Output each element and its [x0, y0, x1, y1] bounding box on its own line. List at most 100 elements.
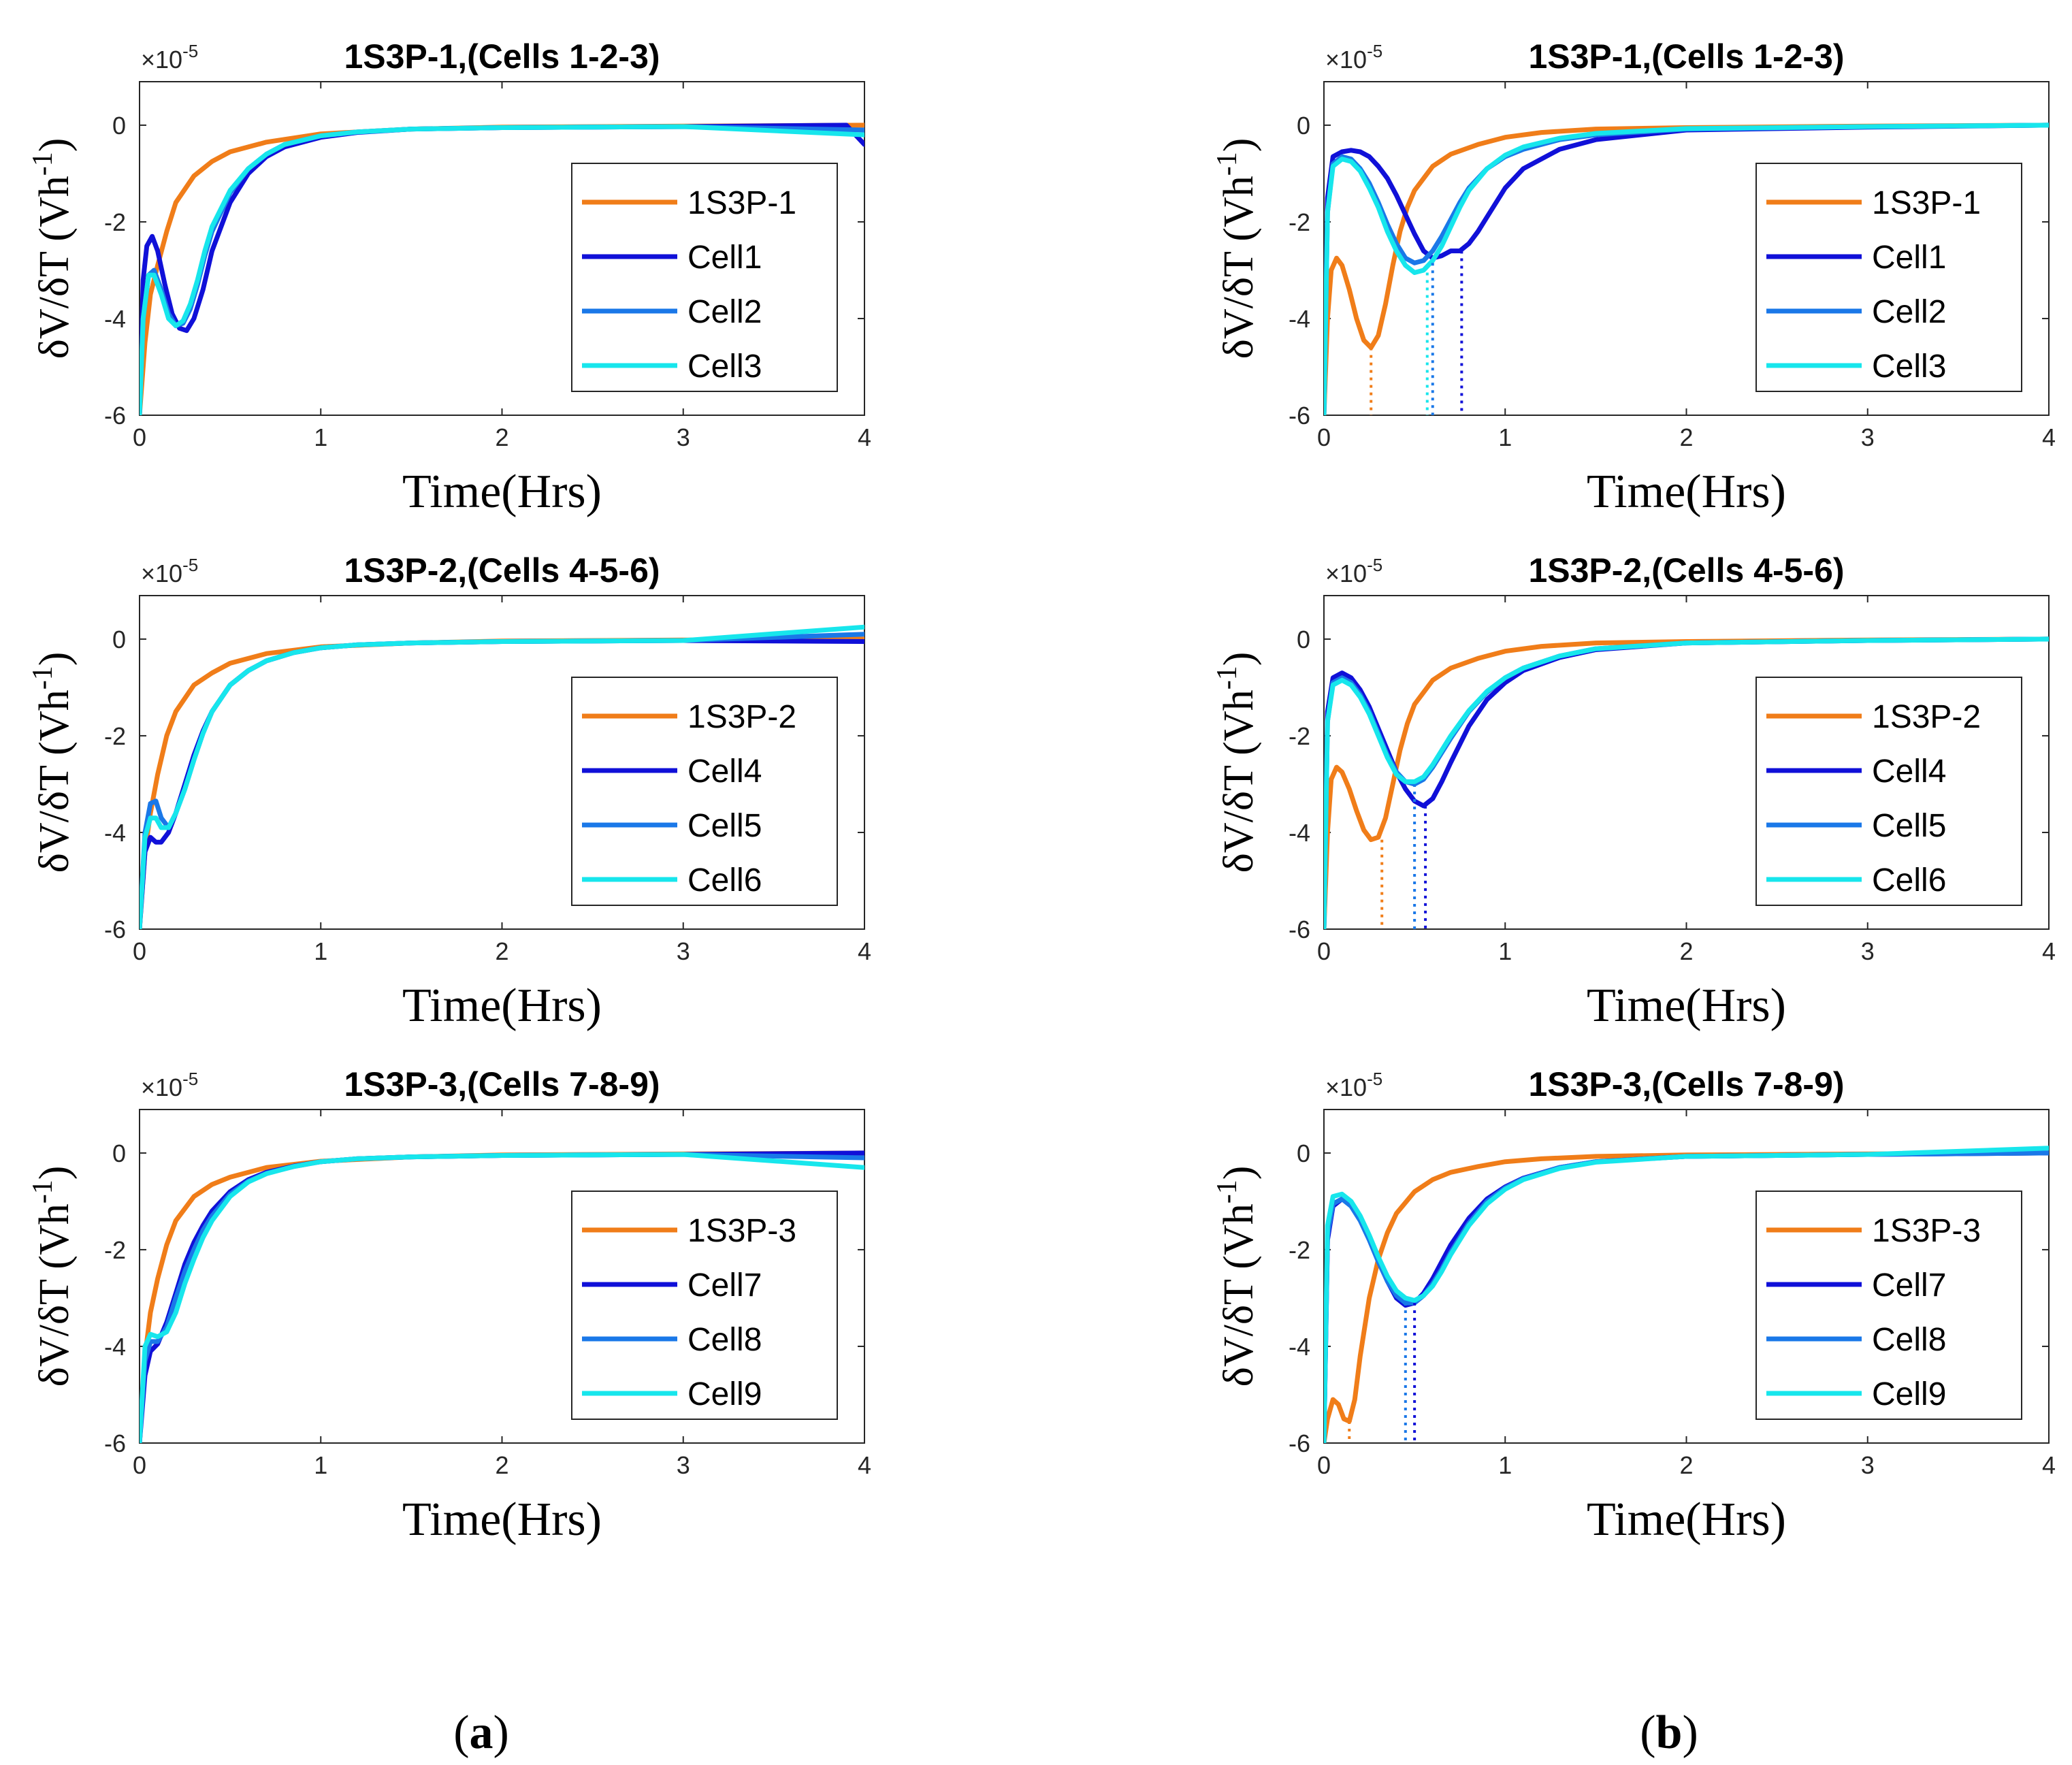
x-tick-label: 1 [1498, 937, 1512, 965]
legend-label: 1S3P-2 [687, 699, 796, 735]
x-tick-label: 2 [1679, 423, 1693, 451]
legend-label: Cell1 [687, 240, 762, 276]
y-exponent-label: ×10-5 [141, 555, 198, 587]
x-tick-label: 4 [2042, 423, 2056, 451]
legend-label: Cell7 [1872, 1267, 1946, 1303]
y-axis-label: δV/δT (Vh-1) [1212, 652, 1262, 873]
legend-label: 1S3P-2 [1872, 699, 1981, 735]
y-tick-label: -2 [104, 1236, 126, 1264]
legend: 1S3P-3 Cell7 Cell8 Cell9 [571, 1191, 838, 1420]
x-axis-label: Time(Hrs) [1587, 466, 1786, 518]
x-tick-label: 0 [133, 1451, 146, 1479]
x-tick-label: 0 [1317, 423, 1331, 451]
legend-label: Cell6 [687, 862, 762, 898]
x-tick-label: 3 [677, 1451, 690, 1479]
x-tick-label: 2 [495, 937, 508, 965]
chart-panel-4: 0 1 2 3 4 0 -2 -4 -6 ×10-5 1S3P-2,(Cells 4-5-6) Tim… [1212, 551, 2056, 1032]
y-tick-label: -4 [104, 305, 126, 333]
y-tick-label: -2 [104, 722, 126, 750]
y-axis-label: δV/δT (Vh-1) [27, 652, 78, 873]
y-tick-label: 0 [1297, 626, 1310, 653]
x-tick-label: 2 [1679, 1451, 1693, 1479]
series-group [1324, 1146, 2049, 1443]
x-tick-label: 4 [858, 937, 871, 965]
legend-label: 1S3P-1 [1872, 185, 1981, 221]
legend-label: Cell2 [1872, 294, 1946, 330]
y-tick-label: -4 [104, 1333, 126, 1361]
x-tick-label: 3 [1861, 937, 1875, 965]
chart-title: 1S3P-2,(Cells 4-5-6) [1528, 551, 1844, 589]
y-exponent-label: ×10-5 [141, 41, 198, 74]
y-tick-label: -6 [104, 402, 126, 430]
x-tick-label: 3 [677, 937, 690, 965]
chart-panel-3: 0 1 2 3 4 0 -2 -4 -6 ×10-5 1S3P-1,(Cells 1-2-3) Tim… [1212, 37, 2056, 518]
x-tick-label: 4 [858, 1451, 871, 1479]
y-tick-label: -2 [1289, 208, 1310, 236]
legend-label: Cell8 [687, 1322, 762, 1358]
x-tick-label: 4 [2042, 1451, 2056, 1479]
series-line-cell3 [140, 124, 864, 415]
x-tick-label: 1 [1498, 1451, 1512, 1479]
series-group [1324, 123, 2049, 415]
x-axis-label: Time(Hrs) [402, 466, 602, 518]
chart-title: 1S3P-1,(Cells 1-2-3) [1528, 37, 1844, 76]
legend-label: Cell8 [1872, 1322, 1946, 1358]
y-exponent-label: ×10-5 [1325, 555, 1382, 587]
x-tick-label: 0 [133, 423, 146, 451]
x-tick-label: 2 [1679, 937, 1693, 965]
series-group [140, 123, 864, 415]
y-tick-label: 0 [112, 1139, 126, 1167]
legend-label: 1S3P-3 [687, 1213, 796, 1249]
y-axis-label: δV/δT (Vh-1) [27, 138, 78, 359]
x-tick-label: 1 [314, 1451, 327, 1479]
y-tick-label: -6 [104, 916, 126, 943]
chart-panel-5: 0 1 2 3 4 0 -2 -4 -6 ×10-5 1S3P-3,(Cells 7-8-9) Tim… [1212, 1065, 2056, 1546]
legend-label: 1S3P-1 [687, 185, 796, 221]
x-tick-label: 0 [133, 937, 146, 965]
series-line-cell9 [1324, 1146, 2049, 1443]
legend-label: Cell9 [1872, 1376, 1946, 1412]
legend-label: Cell3 [687, 349, 762, 385]
legend-label: Cell2 [687, 294, 762, 330]
legend-label: Cell5 [1872, 808, 1946, 844]
chart-panel-0: 0 1 2 3 4 0 -2 -4 -6 ×10-5 1S3P-1,(Cells 1-2-3) Tim… [27, 37, 871, 518]
x-tick-label: 1 [314, 937, 327, 965]
y-tick-label: -4 [1289, 819, 1310, 847]
x-axis-label: Time(Hrs) [1587, 979, 1786, 1032]
y-axis-label: δV/δT (Vh-1) [1212, 138, 1262, 359]
series-group [140, 1150, 864, 1443]
y-tick-label: -4 [1289, 1333, 1310, 1361]
x-tick-label: 4 [858, 423, 871, 451]
y-exponent-label: ×10-5 [1325, 41, 1382, 74]
y-tick-label: -2 [1289, 722, 1310, 750]
y-tick-label: -6 [104, 1429, 126, 1457]
y-tick-label: 0 [1297, 1139, 1310, 1167]
series-line-cell6 [1324, 636, 2049, 929]
legend: 1S3P-1 Cell1 Cell2 Cell3 [571, 163, 838, 392]
legend-label: Cell7 [687, 1267, 762, 1303]
y-tick-label: -6 [1289, 402, 1310, 430]
chart-panel-1: 0 1 2 3 4 0 -2 -4 -6 ×10-5 1S3P-2,(Cells 4-5-6) Tim… [27, 551, 871, 1032]
charts-group: 0 1 2 3 4 0 -2 -4 -6 ×10-5 1S3P-1,(Cells 1-2-3) Tim… [27, 37, 2056, 1546]
y-tick-label: 0 [112, 626, 126, 653]
x-tick-label: 0 [1317, 1451, 1331, 1479]
x-tick-label: 3 [677, 423, 690, 451]
legend: 1S3P-2 Cell4 Cell5 Cell6 [571, 677, 838, 906]
x-tick-label: 4 [2042, 937, 2056, 965]
x-axis-label: Time(Hrs) [402, 979, 602, 1032]
y-exponent-label: ×10-5 [1325, 1069, 1382, 1101]
chart-title: 1S3P-3,(Cells 7-8-9) [344, 1065, 660, 1103]
panel-label-b: (b) [1640, 1706, 1698, 1759]
x-tick-label: 1 [314, 423, 327, 451]
x-tick-label: 0 [1317, 937, 1331, 965]
x-axis-label: Time(Hrs) [402, 1493, 602, 1546]
y-tick-label: 0 [112, 112, 126, 140]
x-tick-label: 2 [495, 423, 508, 451]
chart-panel-2: 0 1 2 3 4 0 -2 -4 -6 ×10-5 1S3P-3,(Cells 7-8-9) Tim… [27, 1065, 871, 1546]
y-axis-label: δV/δT (Vh-1) [1212, 1166, 1262, 1387]
series-group [140, 624, 864, 929]
panel-label-a: (a) [453, 1706, 509, 1759]
y-tick-label: -4 [1289, 305, 1310, 333]
series-line-cell6 [140, 624, 864, 929]
